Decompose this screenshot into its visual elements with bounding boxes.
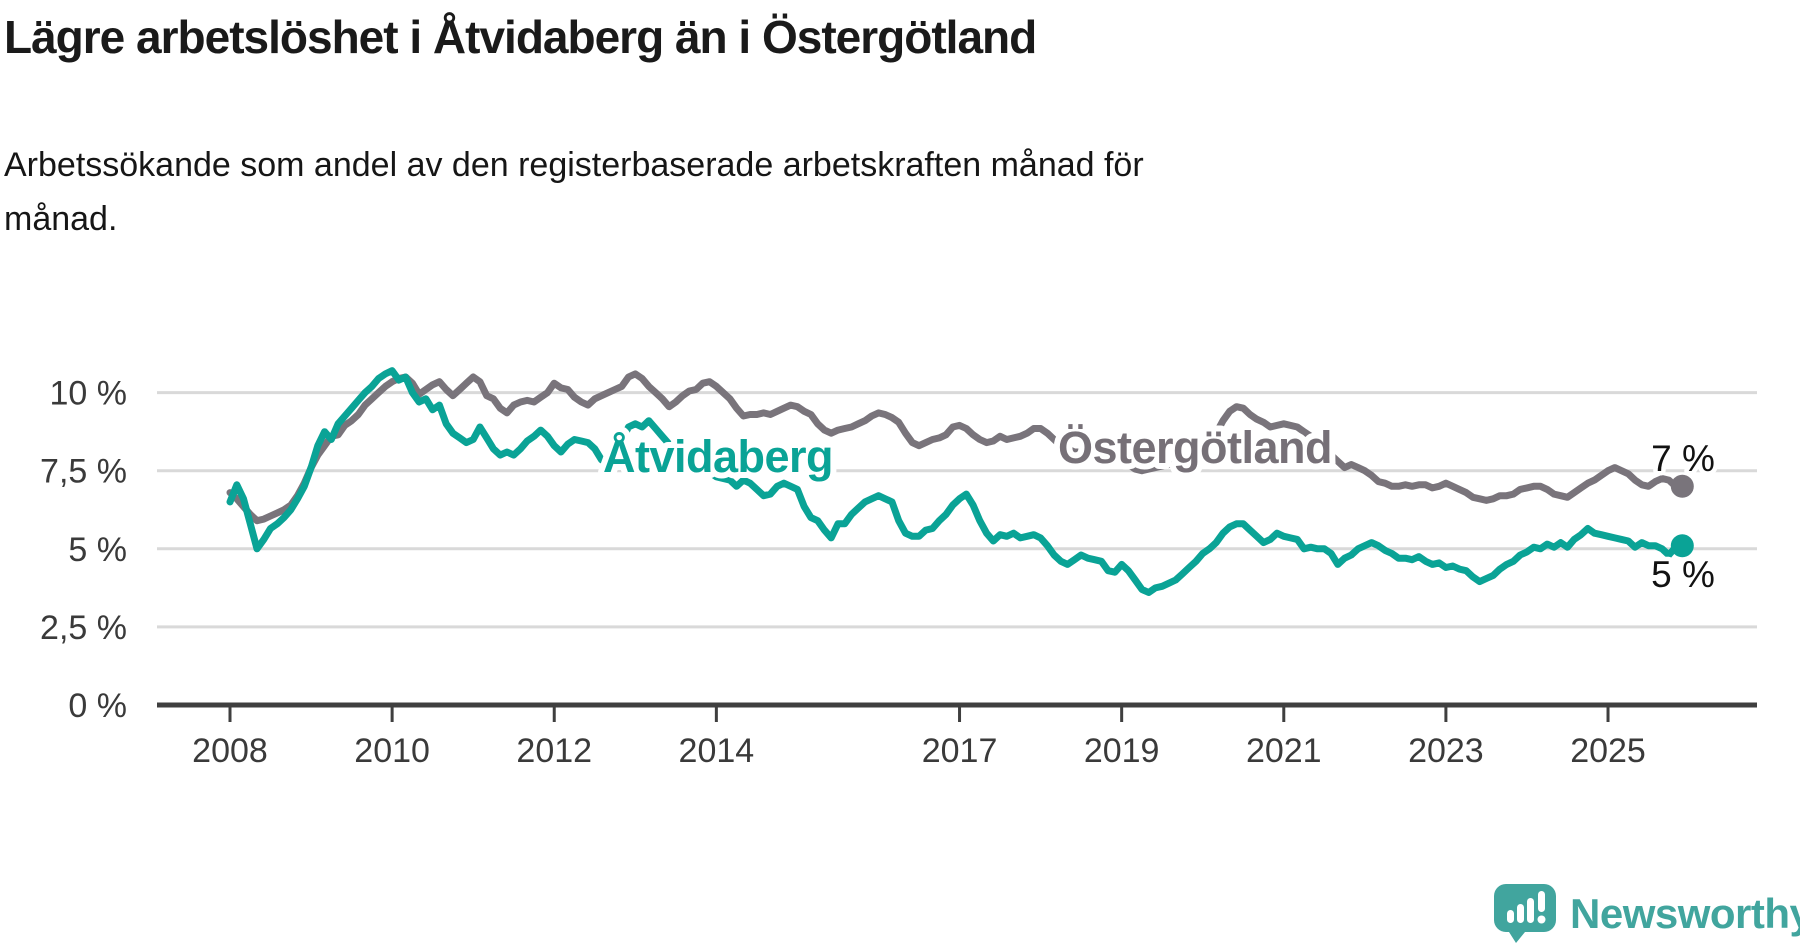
x-axis-labels: 2008 2010 2012 2014 2017 2019 2021 2023 2025	[192, 732, 1646, 770]
brand-logo: Newsworthy	[1494, 884, 1800, 944]
newsworthy-icon	[1494, 884, 1556, 943]
line-östergötland	[226, 370, 1686, 525]
x-tick-label: 2014	[679, 732, 755, 770]
end-dot-östergötland	[1670, 474, 1694, 498]
x-tick-label: 2019	[1084, 732, 1160, 770]
y-axis-labels: 0 % 2,5 % 5 % 7,5 % 10 %	[40, 375, 127, 725]
chart-title: Lägre arbetslöshet i Åtvidaberg än i Öst…	[4, 11, 1037, 63]
series-lines	[226, 367, 1686, 596]
chart-subtitle: Arbetssökande som andel av den registerb…	[4, 146, 1144, 239]
series-label-atvidaberg: Åtvidaberg	[603, 431, 833, 482]
x-tick-label: 2023	[1408, 732, 1484, 770]
x-tick-label: 2012	[516, 732, 592, 770]
x-tick-label: 2010	[354, 732, 430, 770]
line-åtvidaberg	[226, 367, 1686, 596]
series-label-ostergotland: Östergötland	[1058, 422, 1332, 473]
x-tick-label: 2008	[192, 732, 268, 770]
brand-name: Newsworthy	[1570, 890, 1800, 937]
end-label-ostergotland: 7 %	[1651, 438, 1715, 479]
x-tick-label: 2017	[922, 732, 998, 770]
y-tick-label: 0 %	[68, 687, 127, 725]
series-end-dots	[1670, 474, 1694, 558]
y-tick-label: 7,5 %	[40, 453, 127, 491]
end-dot-åtvidaberg	[1670, 534, 1694, 558]
x-tick-label: 2025	[1570, 732, 1646, 770]
y-tick-label: 2,5 %	[40, 609, 127, 647]
y-tick-label: 5 %	[68, 531, 127, 569]
y-tick-label: 10 %	[50, 375, 128, 413]
x-tick-label: 2021	[1246, 732, 1322, 770]
end-label-atvidaberg: 5 %	[1651, 554, 1715, 595]
x-axis	[157, 702, 1757, 722]
